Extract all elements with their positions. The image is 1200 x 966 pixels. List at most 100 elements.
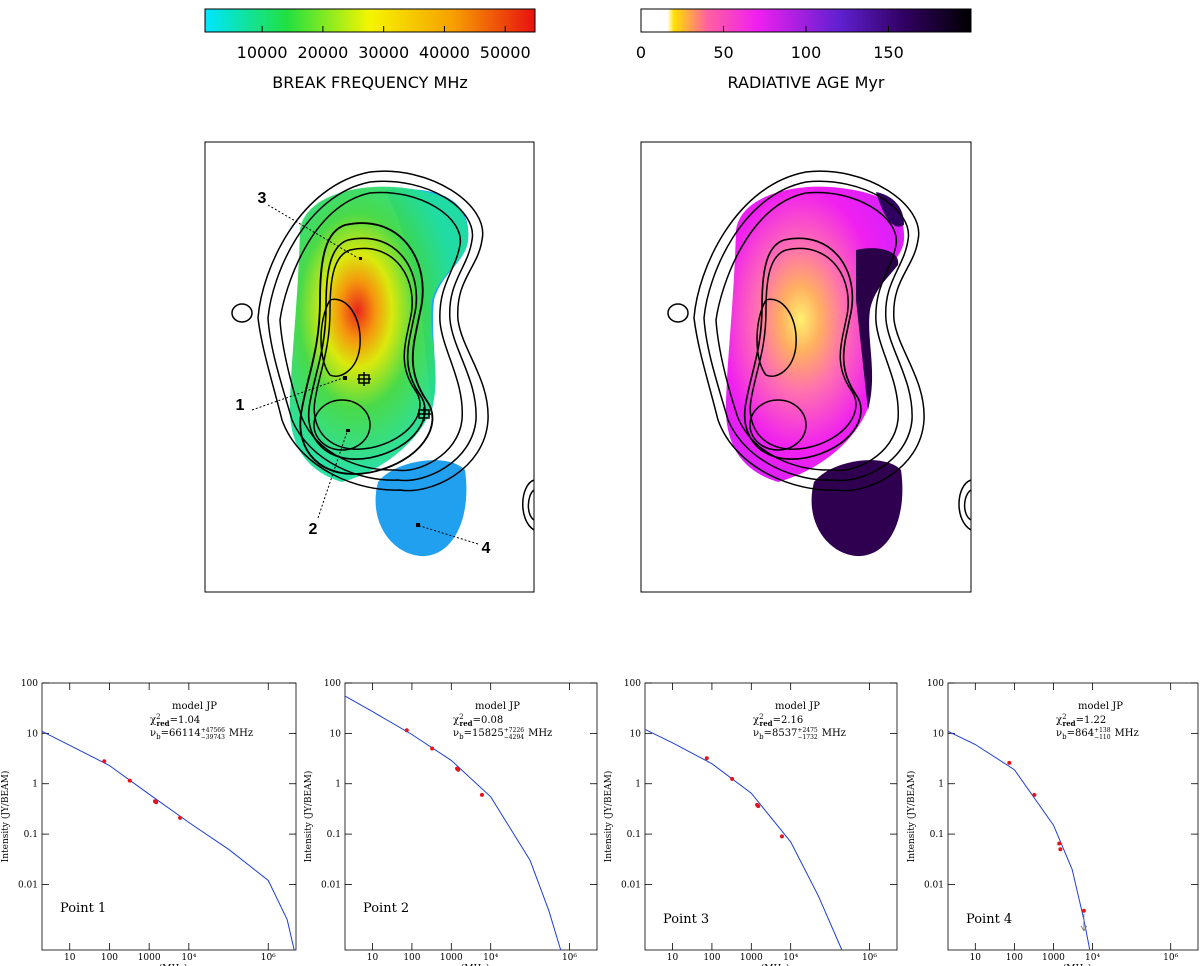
- chi-sub: red: [460, 719, 473, 728]
- y-tick-label: 1: [335, 780, 341, 790]
- x-tick-label: 1000: [440, 953, 463, 963]
- chi-sup: 2: [759, 713, 763, 721]
- fit-chi: χ2 red=1.22: [1056, 713, 1106, 728]
- point-label: Point 1: [60, 901, 106, 916]
- nu-value: 15825: [472, 728, 504, 739]
- unit: MHz: [822, 728, 846, 739]
- data-point: [102, 759, 107, 764]
- y-tick-label: 0.1: [24, 830, 38, 840]
- equals: =: [1076, 715, 1084, 726]
- y-tick-label: 1: [938, 780, 944, 790]
- y-tick-label: 10: [933, 729, 945, 739]
- x-tick-label: 10⁶: [862, 953, 877, 963]
- nu-plus: +7226: [504, 727, 524, 734]
- y-tick-label: 0.01: [18, 880, 38, 890]
- data-point: [1057, 841, 1062, 846]
- nu-plus: +138: [1094, 727, 1111, 734]
- x-tick-label: 10⁴: [783, 953, 798, 963]
- upper-limit-arrow: [1080, 913, 1088, 932]
- spectrum-plot: 10 100 1000 10⁴ 10⁶ 0.01 0.1 1 10 100 ν (MHz) Inten…: [906, 679, 1199, 966]
- plot-frame: [644, 682, 898, 951]
- chi-sup: 2: [459, 713, 463, 721]
- y-tick-label: 100: [324, 679, 341, 689]
- point-label: Point 2: [363, 901, 409, 916]
- fit-break: νb=66114+47566 −39743 MHz: [150, 727, 253, 741]
- y-axis-label: Intensity (JY/BEAM): [603, 771, 614, 863]
- data-point: [456, 767, 461, 772]
- equals: =: [464, 728, 472, 739]
- fit-chi: χ2 red=0.08: [453, 713, 503, 728]
- data-point: [404, 728, 409, 733]
- data-point: [127, 778, 132, 783]
- x-tick-label: 100: [403, 953, 420, 963]
- y-axis-label: Intensity (JY/BEAM): [303, 771, 314, 863]
- colorbar-tick-label: 20000: [297, 43, 348, 62]
- x-axis-label: ν (MHz): [452, 963, 489, 966]
- nu-plus: +47566: [201, 727, 225, 734]
- chi-symbol: χ: [150, 715, 156, 726]
- model-curve: [644, 728, 843, 951]
- chi-value: 0.08: [481, 715, 503, 726]
- chi-sup: 2: [156, 713, 160, 721]
- x-tick-label: 10⁴: [483, 953, 498, 963]
- nu-value: 8537: [772, 728, 797, 739]
- y-tick-label: 100: [21, 679, 38, 689]
- x-tick-label: 1000: [740, 953, 763, 963]
- equals: =: [773, 715, 781, 726]
- chi-sup: 2: [1062, 713, 1066, 721]
- nu-symbol: ν: [150, 728, 156, 739]
- colorbar-tick-label: 10000: [237, 43, 288, 62]
- data-point: [1058, 847, 1063, 852]
- nu-value: 66114: [169, 728, 201, 739]
- x-tick-label: 10: [367, 953, 379, 963]
- x-tick-label: 10⁴: [181, 953, 196, 963]
- colorbar-tick-label: 50: [713, 43, 733, 62]
- y-tick-label: 0.1: [627, 830, 641, 840]
- x-tick-label: 10⁶: [261, 953, 276, 963]
- y-tick-label: 0.01: [321, 880, 341, 890]
- map-label: 4: [482, 540, 491, 557]
- fit-chi: χ2 red=2.16: [753, 713, 803, 728]
- chi-sub: red: [157, 719, 170, 728]
- x-axis-label: ν (MHz): [150, 963, 187, 966]
- colorbar-tick-label: 30000: [358, 43, 409, 62]
- data-point: [730, 776, 735, 781]
- data-point: [704, 756, 709, 761]
- colorbar-tick-label: 50000: [480, 43, 531, 62]
- equals: =: [170, 715, 178, 726]
- fit-break: νb=15825+7226 −4294 MHz: [453, 727, 552, 741]
- nu-symbol: ν: [753, 728, 759, 739]
- chi-value: 2.16: [781, 715, 803, 726]
- x-tick-label: 1000: [138, 953, 161, 963]
- nu-value: 864: [1075, 728, 1094, 739]
- fit-model: model JP: [1078, 701, 1123, 712]
- map-label: 1: [236, 397, 245, 414]
- data-point: [1032, 792, 1037, 797]
- chi-symbol: χ: [1056, 715, 1062, 726]
- plot-frame: [41, 682, 297, 951]
- nu-symbol: ν: [1056, 728, 1062, 739]
- nu-sub: b: [156, 733, 161, 741]
- map-label: 2: [309, 521, 318, 538]
- y-tick-label: 10: [630, 729, 642, 739]
- y-tick-label: 0.1: [930, 830, 944, 840]
- equals: =: [473, 715, 481, 726]
- fit-model: model JP: [775, 701, 820, 712]
- x-tick-label: 10: [64, 953, 76, 963]
- chi-symbol: χ: [453, 715, 459, 726]
- colorbar-tick-label: 150: [873, 43, 904, 62]
- data-point: [154, 800, 159, 805]
- y-tick-label: 100: [624, 679, 641, 689]
- equals: =: [764, 728, 772, 739]
- x-tick-label: 100: [1006, 953, 1023, 963]
- data-point: [756, 804, 761, 809]
- y-tick-label: 100: [927, 679, 944, 689]
- y-tick-label: 10: [330, 729, 342, 739]
- data-point: [779, 834, 784, 839]
- point-label: Point 4: [966, 912, 1012, 927]
- data-point: [1007, 760, 1012, 765]
- chi-value: 1.22: [1084, 715, 1106, 726]
- x-tick-label: 100: [703, 953, 720, 963]
- nu-symbol: ν: [453, 728, 459, 739]
- equals: =: [1067, 728, 1075, 739]
